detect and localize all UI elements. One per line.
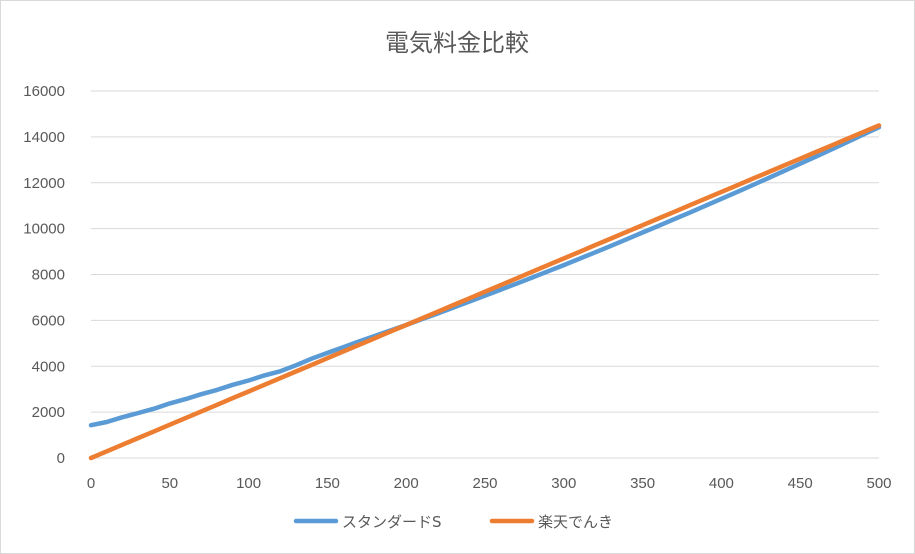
chart-title: 電気料金比較 — [385, 29, 529, 57]
x-tick-label: 0 — [87, 475, 95, 492]
x-tick-label: 250 — [472, 475, 497, 492]
x-tick-label: 100 — [236, 475, 261, 492]
gridlines — [91, 90, 879, 459]
y-tick-label: 8000 — [32, 267, 65, 284]
legend-label: 楽天でんき — [538, 513, 613, 531]
y-tick-label: 14000 — [23, 129, 65, 146]
x-tick-label: 300 — [551, 475, 576, 492]
x-tick-label: 400 — [709, 475, 734, 492]
y-tick-label: 12000 — [23, 175, 65, 192]
x-tick-label: 50 — [161, 475, 178, 492]
y-tick-label: 4000 — [32, 358, 65, 375]
legend: スタンダードS 楽天でんき — [293, 513, 613, 531]
series-line-1 — [88, 123, 882, 461]
y-tick-label: 16000 — [23, 83, 65, 100]
y-tick-label: 10000 — [23, 221, 65, 238]
series-line-0 — [88, 124, 882, 428]
x-tick-label: 200 — [394, 475, 419, 492]
y-axis-ticks: 0 2000 4000 6000 8000 10000 12000 14000 16000 — [23, 83, 65, 467]
x-tick-label: 150 — [315, 475, 340, 492]
x-tick-label: 450 — [788, 475, 813, 492]
series-lines — [88, 123, 882, 461]
x-axis-ticks: 0 50 100 150 200 250 300 350 400 450 500 — [87, 475, 892, 492]
x-tick-label: 350 — [630, 475, 655, 492]
y-tick-label: 6000 — [32, 312, 65, 329]
y-tick-label: 0 — [57, 450, 65, 467]
y-tick-label: 2000 — [32, 404, 65, 421]
legend-label: スタンダードS — [342, 513, 442, 531]
x-tick-label: 500 — [866, 475, 891, 492]
